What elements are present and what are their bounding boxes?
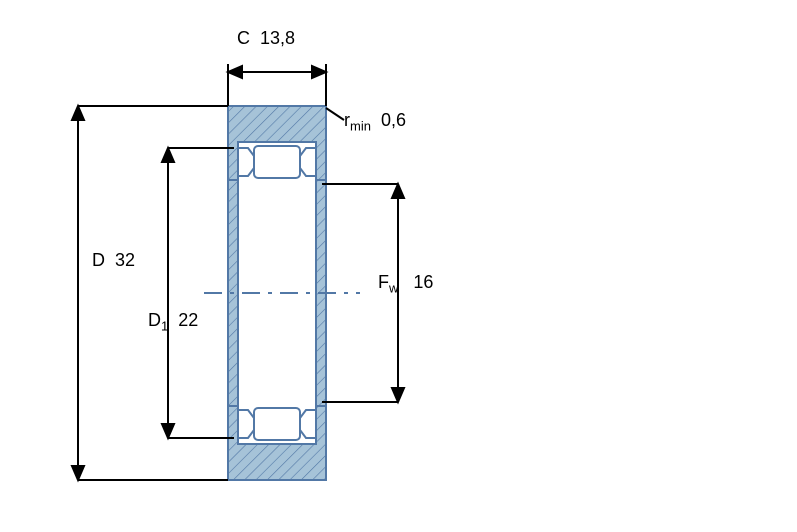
dim-rmin-leader [326,108,344,120]
sub-D1: 1 [161,319,168,334]
sym-Fw: F [378,272,389,292]
roller-bottom [254,408,300,440]
val-D: 32 [115,250,135,270]
sym-D: D [92,250,105,270]
sub-rmin: min [350,119,371,134]
cage-top-right [300,148,316,176]
val-C: 13,8 [260,28,295,48]
label-rmin: rmin 0,6 [344,110,406,134]
dim-D1 [162,148,234,438]
label-C: C 13,8 [237,28,295,49]
val-rmin: 0,6 [381,110,406,130]
bearing-diagram: C 13,8 rmin 0,6 D 32 D1 22 Fw 16 [0,0,797,532]
label-Fw: Fw 16 [378,272,433,296]
cage-bot-right [300,410,316,438]
sym-C: C [237,28,250,48]
cage-bot-left [238,410,254,438]
val-Fw: 16 [413,272,433,292]
dim-C [228,64,326,106]
sym-D1: D [148,310,161,330]
label-D1: D1 22 [148,310,198,334]
roller-top [254,146,300,178]
label-D: D 32 [92,250,135,271]
val-D1: 22 [178,310,198,330]
sub-Fw: w [389,281,398,296]
cage-top-left [238,148,254,176]
